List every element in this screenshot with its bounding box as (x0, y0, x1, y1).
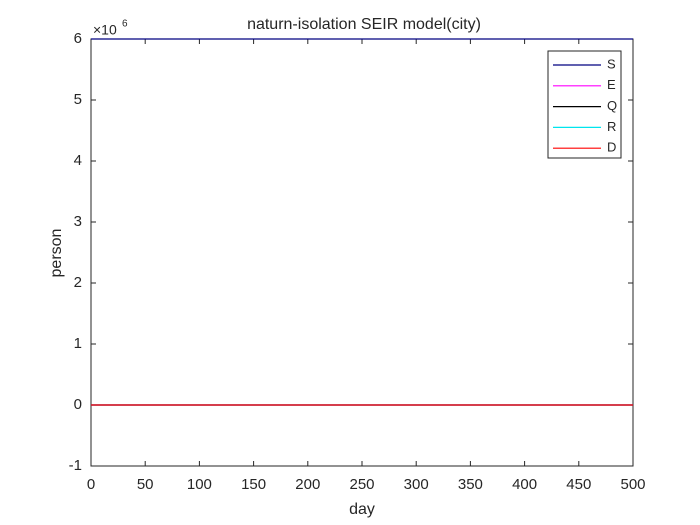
x-axis-label: day (349, 501, 375, 518)
x-tick-label: 150 (241, 476, 266, 493)
x-tick-label: 450 (566, 476, 591, 493)
y-axis-label: person (48, 229, 65, 278)
x-tick-label: 350 (458, 476, 483, 493)
x-tick-label: 500 (620, 476, 645, 493)
legend-label: D (607, 140, 616, 155)
y-tick-label: 4 (74, 152, 82, 169)
legend-label: E (607, 77, 616, 92)
legend-label: R (607, 119, 616, 134)
x-tick-label: 100 (187, 476, 212, 493)
x-tick-label: 400 (512, 476, 537, 493)
legend-box (547, 50, 622, 159)
legend-label: Q (607, 98, 617, 113)
x-tick-label: 50 (137, 476, 154, 493)
x-tick-label: 300 (404, 476, 429, 493)
y-tick-label: 6 (74, 30, 82, 47)
chart-title: naturn-isolation SEIR model(city) (247, 16, 481, 33)
axes-box (90, 38, 634, 467)
y-scale-exponent: 6 (122, 19, 128, 30)
y-tick-label: 2 (74, 274, 82, 291)
y-tick-label: 1 (74, 335, 82, 352)
y-tick-label: 3 (74, 213, 82, 230)
y-tick-label: 0 (74, 396, 82, 413)
y-tick-label: 5 (74, 91, 82, 108)
y-tick-label: -1 (69, 457, 82, 474)
legend-label: S (607, 56, 616, 71)
x-tick-label: 200 (295, 476, 320, 493)
x-tick-label: 0 (87, 476, 95, 493)
x-tick-label: 250 (349, 476, 374, 493)
y-scale-base: ×10 (93, 22, 117, 38)
